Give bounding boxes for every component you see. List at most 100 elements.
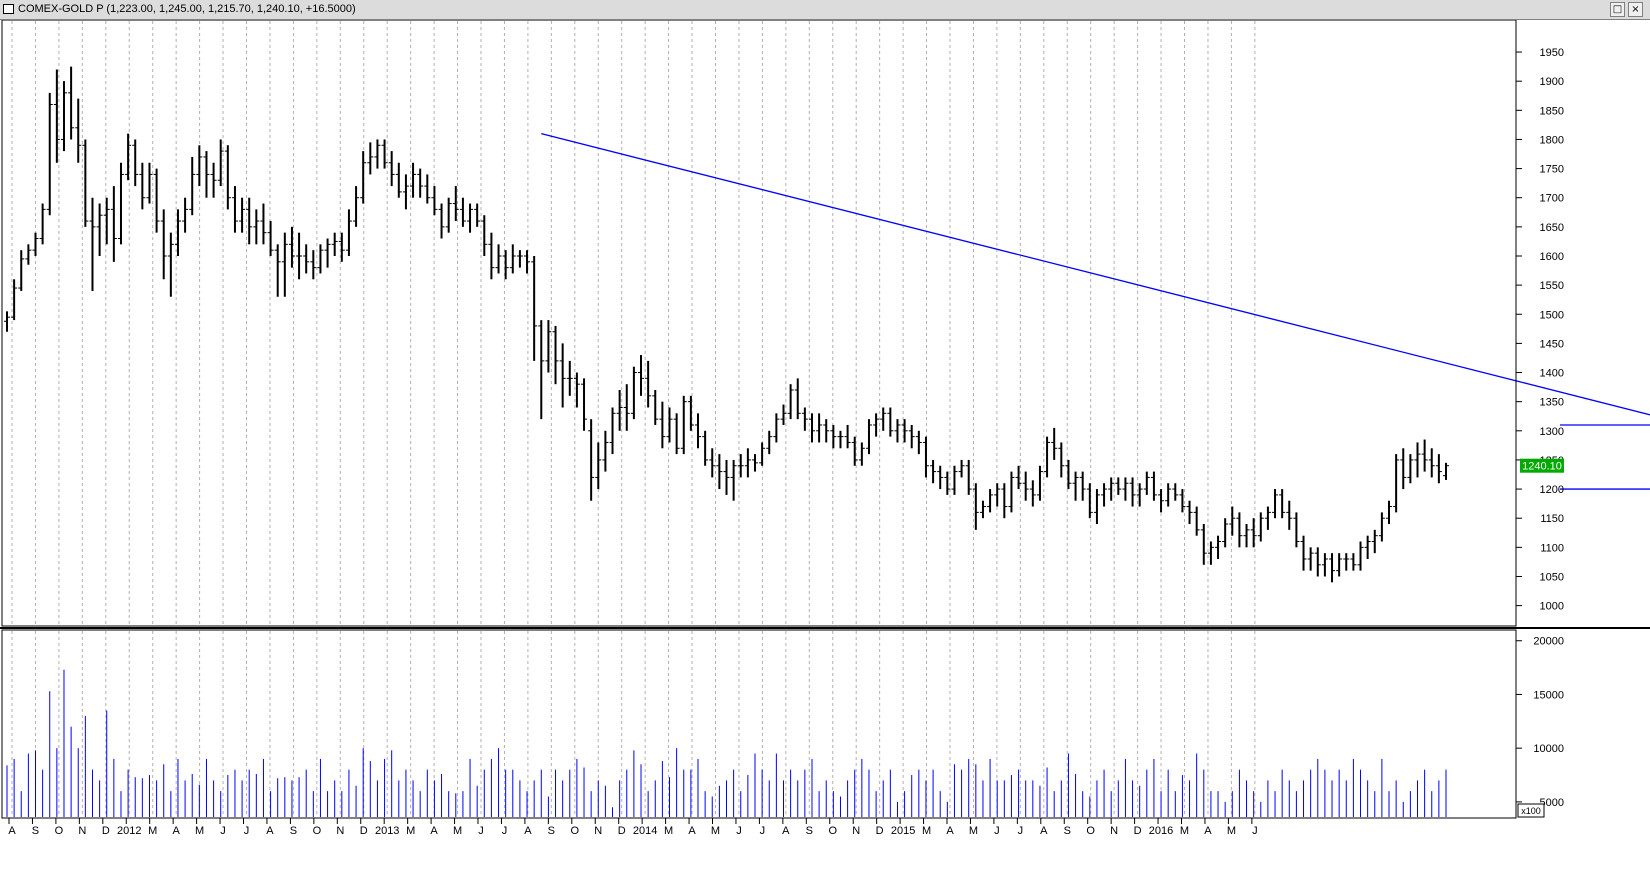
y-tick-label: 1700 [1540,193,1564,205]
ohlc-bar [987,489,994,513]
ohlc-bar [666,407,673,443]
ohlc-bar [1357,541,1364,571]
ohlc-bar [89,197,96,291]
ohlc-bar [702,430,709,466]
ohlc-bar [1307,547,1314,571]
x-tick-label: M [1227,825,1236,837]
ohlc-bar [1386,500,1393,525]
x-tick-label: J [760,825,766,837]
x-tick-label: A [1204,825,1212,837]
ohlc-bar [1414,442,1421,478]
x-tick-label: J [502,825,508,837]
x-tick-label: O [828,825,837,837]
x-tick-label: A [946,825,954,837]
ohlc-bar [467,203,474,233]
ohlc-bar [894,419,901,443]
y-tick-label: 1300 [1540,426,1564,438]
ohlc-bar [395,162,402,198]
ohlc-bar [303,244,310,274]
ohlc-bar [296,232,303,280]
ohlc-bar [488,232,495,280]
ohlc-bar [360,151,367,204]
ohlc-bar [324,238,331,268]
ohlc-bar [46,92,53,216]
ohlc-bar [566,360,573,396]
ohlc-bar [1435,454,1442,484]
y-tick-label: 1850 [1540,105,1564,117]
price-chart[interactable]: 1000105011001150120012501300135014001450… [0,20,1650,884]
ohlc-bar [1051,427,1058,460]
x-tick-label: J [736,825,742,837]
ohlc-bar [417,168,424,198]
ohlc-bar [125,133,132,181]
volume-tick-label: 10000 [1533,743,1564,755]
ohlc-bar [1293,512,1300,548]
ohlc-bar [317,244,324,274]
last-price-badge [1520,458,1564,473]
ohlc-bar [865,419,872,455]
close-button[interactable]: × [1628,2,1643,17]
y-tick-label: 1200 [1540,484,1564,496]
ohlc-bar [1129,477,1136,507]
ohlc-bar [979,500,986,519]
ohlc-bar [18,250,25,291]
y-tick-label: 1500 [1540,309,1564,321]
ohlc-bar [1158,489,1165,513]
x-tick-label: A [782,825,790,837]
ohlc-bar [730,459,737,501]
ohlc-bar [1407,454,1414,484]
x-tick-label: N [594,825,602,837]
ohlc-bar [930,459,937,484]
ohlc-bar [288,226,295,268]
ohlc-bar [82,139,89,227]
ohlc-bar [751,454,758,472]
ohlc-bar [217,139,224,187]
x-tick-label: A [172,825,180,837]
ohlc-bar [438,203,445,239]
x-tick-label: O [1086,825,1095,837]
x-tick-label: J [994,825,1000,837]
ohlc-bar [1001,483,1008,519]
ohlc-bar [1115,477,1122,495]
ohlc-bar [374,139,381,169]
ohlc-bar [630,366,637,420]
ohlc-bar [1364,535,1371,559]
ohlc-bar [1421,439,1428,472]
ohlc-bar [965,459,972,495]
window-menu-icon[interactable] [3,4,14,14]
x-tick-label: A [8,825,16,837]
y-tick-label: 1050 [1540,571,1564,583]
ohlc-bar [96,203,103,256]
ohlc-bar [595,442,602,490]
ohlc-bar [53,69,60,163]
y-tick-label: 1800 [1540,134,1564,146]
x-tick-label: S [548,825,555,837]
ohlc-bar [481,215,488,256]
ohlc-bar [182,197,189,233]
ohlc-bar [915,430,922,455]
ohlc-bar [11,279,18,321]
restore-button[interactable]: □ [1610,2,1625,17]
ohlc-bar [189,156,196,216]
ohlc-bar [32,232,39,256]
ohlc-bar [1136,483,1143,507]
ohlc-bar [972,483,979,530]
ohlc-bar [39,203,46,245]
ohlc-bar [68,66,75,140]
time-axis: A S O N D 2012 M A M J J A S O N D 2013 M A M J J A S O N D 2014 M A M… [8,818,1258,837]
volume-multiplier-label: x100 [1521,806,1541,816]
y-tick-label: 1350 [1540,397,1564,409]
ohlc-bar [203,151,210,198]
ohlc-bar [274,244,281,297]
ohlc-bar [1122,477,1129,501]
ohlc-bar [773,413,780,443]
ohlc-bar [602,430,609,472]
ohlc-bar [1300,535,1307,571]
ohlc-bar [367,142,374,175]
x-tick-label: D [360,825,368,837]
x-tick-label: S [32,825,39,837]
ohlc-bar [224,145,231,210]
y-tick-label: 1100 [1540,542,1564,554]
ohlc-bar [459,197,466,227]
ohlc-bar [687,395,694,431]
